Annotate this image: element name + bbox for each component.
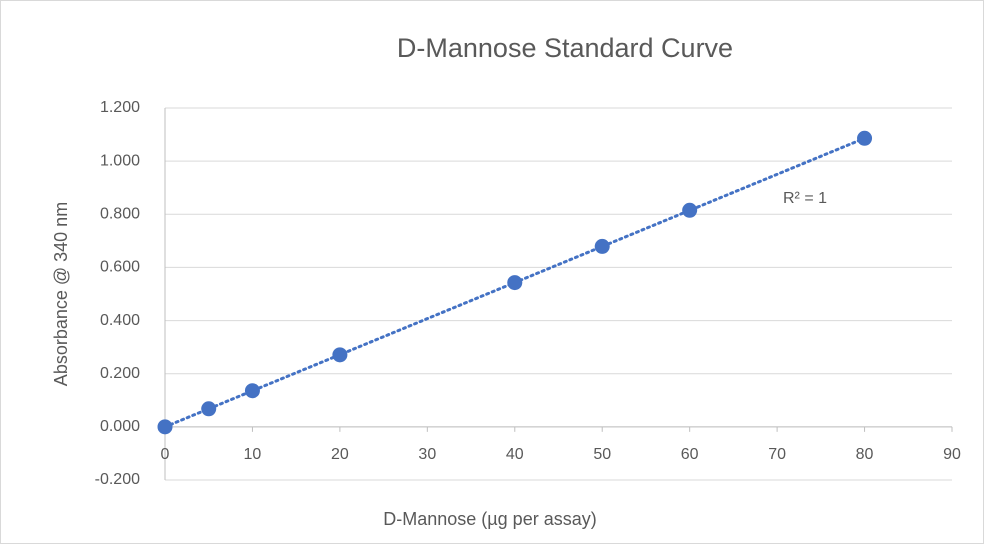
x-tick-label: 90 <box>943 446 961 463</box>
y-tick-label: 0.000 <box>100 418 140 435</box>
y-tick-label: 0.800 <box>100 206 140 223</box>
data-point <box>857 130 873 146</box>
data-point <box>682 202 698 218</box>
y-tick-label: 0.600 <box>100 259 140 276</box>
x-tick-label: 70 <box>768 446 786 463</box>
y-tick-label: 1.200 <box>100 99 140 116</box>
x-tick-label: 40 <box>506 446 524 463</box>
x-tick-label: 50 <box>593 446 611 463</box>
x-axis-label: D-Mannose (µg per assay) <box>383 509 596 529</box>
data-point <box>244 383 260 399</box>
y-axis-label: Absorbance @ 340 nm <box>51 202 71 386</box>
x-tick-label: 60 <box>681 446 699 463</box>
data-point <box>332 347 348 363</box>
data-point <box>157 419 173 435</box>
y-tick-label: -0.200 <box>95 471 140 488</box>
x-tick-label: 80 <box>856 446 874 463</box>
x-tick-label: 20 <box>331 446 349 463</box>
y-tick-label: 1.000 <box>100 152 140 169</box>
x-tick-label: 30 <box>418 446 436 463</box>
chart-title: D-Mannose Standard Curve <box>397 33 733 63</box>
data-point <box>594 238 610 254</box>
x-tick-label: 10 <box>244 446 262 463</box>
y-tick-label: 0.200 <box>100 365 140 382</box>
data-point <box>507 275 523 291</box>
x-tick-label: 0 <box>161 446 170 463</box>
y-tick-label: 0.400 <box>100 312 140 329</box>
data-point <box>201 401 217 417</box>
annotation: R² = 1 <box>783 190 827 207</box>
